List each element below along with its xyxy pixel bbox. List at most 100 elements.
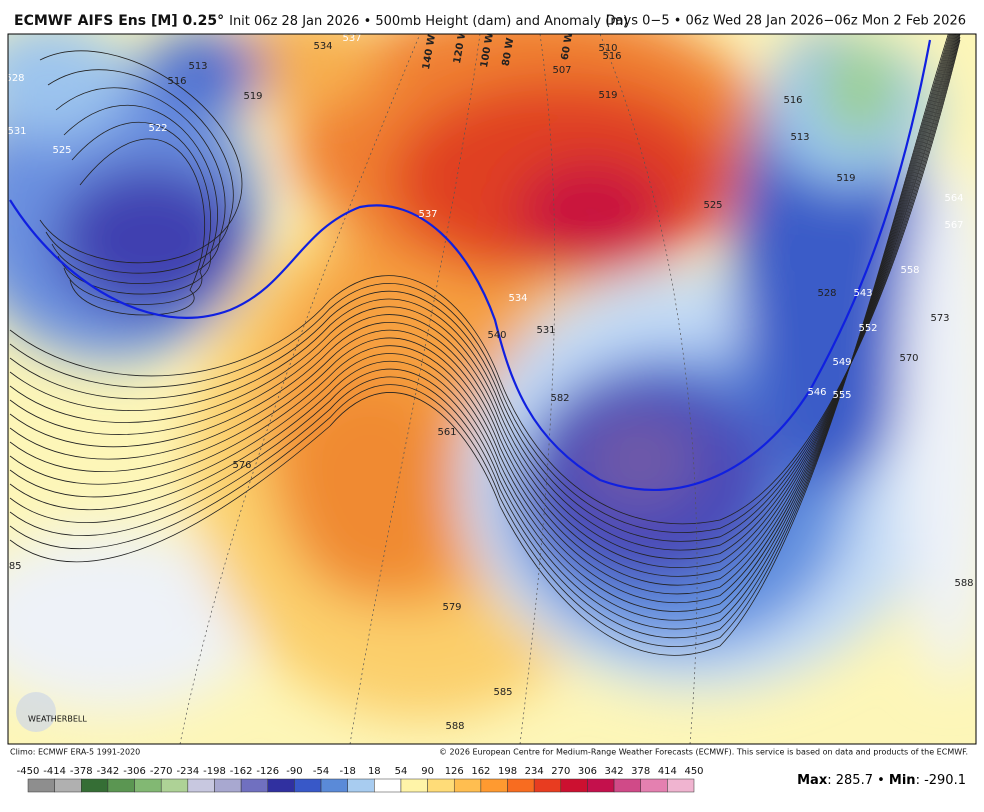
header: ECMWF AIFS Ens [M] 0.25° Init 06z 28 Jan … [14,13,628,29]
height-contour [69,138,205,316]
contour-label: 519 [598,90,617,101]
colorbar-tick-label: 198 [498,766,517,777]
contour-label: 561 [437,427,456,438]
colorbar-tick-label: -90 [286,766,302,777]
contour-label: 537 [418,209,437,220]
anomaly-blob [55,165,245,315]
lat-lon-line [349,34,481,744]
colon: : [916,773,925,788]
contour-label: 537 [342,33,361,44]
colorbar-swatch [427,778,455,793]
contour-label: 549 [832,357,851,368]
contour-label: 531 [7,126,26,137]
lat-lon-line [599,34,698,744]
colorbar-swatch [480,778,508,793]
height-contour [9,34,949,656]
map-frame [7,33,977,745]
colorbar-tick-label: -198 [203,766,226,777]
contour-label: 582 [550,393,569,404]
anomaly-blob [145,34,265,110]
contour-label: 516 [602,51,621,62]
meridian-label: 60 W [560,31,576,61]
colorbar-tick-label: -126 [256,766,279,777]
colorbar-swatch [453,778,482,793]
contour-label: 534 [313,41,332,52]
anomaly-blob [220,34,380,110]
logo: WEATHERBELL [16,692,87,732]
max-value: 285.7 [836,773,873,788]
colorbar-tick-label: 378 [631,766,650,777]
colorbar-tick-label: 54 [395,766,408,777]
colorbar-tick-label: 162 [471,766,490,777]
colorbar-tick-label: 306 [578,766,597,777]
anomaly-blob [8,34,130,140]
min-value: -290.1 [924,773,966,788]
anomaly-field [8,34,976,720]
anomaly-blob [8,530,260,710]
contour-label: 519 [243,91,262,102]
colorbar-swatch [507,778,535,793]
max-min: Max: 285.7 • Min: -290.1 [797,773,966,788]
contour-label: 558 [900,265,919,276]
contour-label: 588 [954,578,973,589]
colorbar-swatch [107,778,135,793]
colorbar-swatch [613,778,641,793]
contour-label: 576 [232,460,251,471]
contour-label: 588 [445,721,464,732]
period: Days 0−5 • 06z Wed 28 Jan 2026−06z Mon 2… [606,14,966,29]
contour-label: 522 [148,123,167,134]
colorbar-swatch [214,778,242,793]
climo: Climo: ECMWF ERA-5 1991-2020 [10,748,140,757]
contour-label: 570 [899,353,918,364]
anomaly-blob [900,160,976,680]
contour-label: 573 [930,313,949,324]
colorbar-swatch [187,778,215,793]
contour-540 [9,39,932,492]
contour-label: 531 [536,325,555,336]
colorbar-swatch [587,778,615,793]
colorbar-swatch [667,778,695,793]
colorbar-tick-label: -54 [313,766,329,777]
colorbar-swatch [640,778,668,793]
colorbar-tick-label: -414 [43,766,66,777]
contour-label: 519 [836,173,855,184]
anomaly-blob [580,410,700,510]
logo-globe [16,692,56,732]
colorbar-swatch [240,778,269,793]
height-contour [39,50,243,264]
height-contour [57,104,218,295]
contour-label: 528 [5,73,24,84]
colorbar-tick-label: 90 [421,766,434,777]
colorbar-tick-label: -18 [340,766,356,777]
colorbar-tick-label: -234 [176,766,199,777]
contour-label: 585 [2,561,21,572]
lat-lon-line [179,34,421,744]
colorbar-tick-label: 270 [551,766,570,777]
colorbar-swatch [400,778,428,793]
contour-label: 546 [807,387,826,398]
map: 528 531 525 522 516 513 519 534 537 537 534 540 531 5… [2,31,976,744]
logo-text: WEATHERBELL [28,715,87,724]
model-name: ECMWF AIFS Ens [M] 0.25° [14,13,224,29]
contour-label: 516 [783,95,802,106]
colorbar-tick-label: -270 [150,766,173,777]
contour-label: 528 [817,288,836,299]
colorbar-swatch [267,778,295,793]
contour-label: 552 [858,323,877,334]
contour-labels: 528 531 525 522 516 513 519 534 537 537 534 540 531 5… [2,31,974,732]
colorbar-swatch [560,778,588,793]
contour-label: 540 [487,330,506,341]
colorbar-tick-label: 414 [658,766,677,777]
contour-label: 534 [508,293,527,304]
colorbar-tick-label: -306 [123,766,146,777]
height-contour [51,87,226,285]
colorbar-swatch [347,778,375,793]
contour-label: 525 [52,145,71,156]
copyright: © 2026 European Centre for Medium-Range … [439,748,968,757]
max-label: Max [797,773,828,788]
colorbar-tick-label: 342 [605,766,624,777]
contour-label: 513 [790,132,809,143]
colorbar-swatch [160,778,189,793]
